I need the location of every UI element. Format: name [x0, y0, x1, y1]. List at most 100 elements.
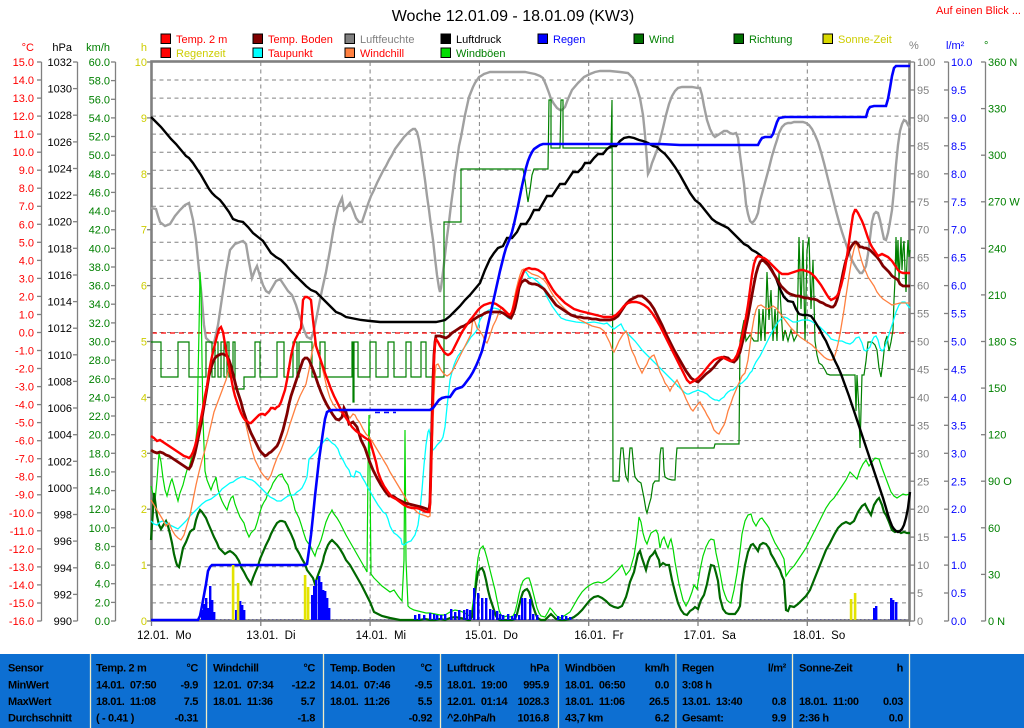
svg-text:6.0: 6.0	[95, 560, 110, 572]
svg-text:-12.0: -12.0	[9, 544, 34, 556]
svg-text:65: 65	[917, 253, 929, 265]
svg-text:12.0: 12.0	[89, 504, 110, 516]
svg-text:Sensor: Sensor	[8, 663, 44, 675]
svg-text:90 O: 90 O	[988, 476, 1012, 488]
svg-text:0.8: 0.8	[772, 696, 786, 708]
svg-text:28.0: 28.0	[89, 355, 110, 367]
svg-text:7.5: 7.5	[184, 696, 198, 708]
svg-text:75: 75	[917, 197, 929, 209]
svg-text:60: 60	[917, 281, 929, 293]
svg-text:10: 10	[917, 560, 929, 572]
svg-text:-6.0: -6.0	[15, 436, 34, 448]
svg-text:46.0: 46.0	[89, 187, 110, 199]
svg-text:12.01. 07:34: 12.01. 07:34	[213, 680, 275, 692]
svg-text:15.01. Do: 15.01. Do	[465, 630, 518, 642]
svg-text:6.0: 6.0	[951, 281, 966, 293]
svg-text:5: 5	[141, 337, 147, 349]
svg-text:18.01. 19:00: 18.01. 19:00	[447, 680, 508, 692]
svg-text:Temp. 2 m: Temp. 2 m	[96, 663, 147, 675]
svg-text:5: 5	[917, 588, 923, 600]
svg-text:9: 9	[141, 113, 147, 125]
svg-text:0.0: 0.0	[19, 327, 34, 339]
svg-text:-2.0: -2.0	[15, 364, 34, 376]
svg-text:56.0: 56.0	[89, 94, 110, 106]
svg-text:4.0: 4.0	[95, 579, 110, 591]
svg-text:10.0: 10.0	[951, 57, 972, 69]
svg-text:32.0: 32.0	[89, 318, 110, 330]
svg-text:34.0: 34.0	[89, 299, 110, 311]
svg-text:Sonne-Zeit: Sonne-Zeit	[799, 663, 853, 675]
svg-text:10.0: 10.0	[89, 523, 110, 535]
svg-text:-3.0: -3.0	[15, 382, 34, 394]
svg-text:MinWert: MinWert	[8, 680, 49, 692]
svg-text:0: 0	[917, 616, 923, 628]
svg-text:26.5: 26.5	[649, 696, 669, 708]
svg-text:14.01. Mi: 14.01. Mi	[356, 630, 407, 642]
svg-text:36.0: 36.0	[89, 281, 110, 293]
svg-text:1008: 1008	[48, 376, 72, 388]
svg-text:20: 20	[917, 504, 929, 516]
svg-text:2.5: 2.5	[951, 476, 966, 488]
svg-text:9.0: 9.0	[951, 113, 966, 125]
svg-text:-0.31: -0.31	[175, 713, 199, 725]
svg-text:4.5: 4.5	[951, 364, 966, 376]
svg-text:8: 8	[141, 169, 147, 181]
svg-text:60.0: 60.0	[89, 57, 110, 69]
svg-text:38.0: 38.0	[89, 262, 110, 274]
svg-text:15: 15	[917, 532, 929, 544]
svg-text:-14.0: -14.0	[9, 580, 34, 592]
svg-text:°C: °C	[22, 42, 34, 54]
svg-text:hPa: hPa	[52, 42, 72, 54]
svg-text:12.01. Mo: 12.01. Mo	[137, 630, 191, 642]
svg-text:40: 40	[917, 392, 929, 404]
svg-text:6.0: 6.0	[19, 219, 34, 231]
svg-text:2.0: 2.0	[951, 504, 966, 516]
svg-text:km/h: km/h	[645, 663, 670, 675]
svg-text:°: °	[984, 40, 988, 52]
svg-text:Auf einen Blick ...: Auf einen Blick ...	[936, 5, 1021, 17]
svg-text:50.0: 50.0	[89, 150, 110, 162]
svg-text:-15.0: -15.0	[9, 598, 34, 610]
svg-text:( - 0.41 ): ( - 0.41 )	[96, 713, 135, 725]
svg-text:7.0: 7.0	[951, 225, 966, 237]
svg-text:14.01. 07:50: 14.01. 07:50	[96, 680, 157, 692]
svg-text:55: 55	[917, 309, 929, 321]
svg-text:2:36 h: 2:36 h	[799, 713, 829, 725]
svg-text:10.0: 10.0	[13, 147, 34, 159]
svg-text:2.0: 2.0	[19, 291, 34, 303]
svg-text:0.0: 0.0	[889, 713, 903, 725]
svg-text:km/h: km/h	[86, 42, 110, 54]
svg-text:-13.0: -13.0	[9, 562, 34, 574]
svg-text:-9.9: -9.9	[180, 680, 198, 692]
svg-text:3:08 h: 3:08 h	[682, 680, 712, 692]
svg-text:Taupunkt: Taupunkt	[268, 48, 313, 60]
svg-text:1006: 1006	[48, 403, 72, 415]
svg-text:43,7 km: 43,7 km	[565, 713, 603, 725]
svg-text:-5.0: -5.0	[15, 418, 34, 430]
svg-text:100: 100	[917, 57, 935, 69]
svg-text:Regenzeit: Regenzeit	[176, 48, 226, 60]
svg-text:270 W: 270 W	[988, 197, 1020, 209]
svg-text:44.0: 44.0	[89, 206, 110, 218]
svg-text:7.0: 7.0	[19, 201, 34, 213]
svg-text:h: h	[141, 42, 147, 54]
svg-text:9.5: 9.5	[951, 85, 966, 97]
svg-text:95: 95	[917, 85, 929, 97]
svg-text:240: 240	[988, 243, 1006, 255]
svg-text:0 N: 0 N	[988, 616, 1005, 628]
svg-text:Windböen: Windböen	[565, 663, 616, 675]
svg-text:l/m²: l/m²	[946, 40, 965, 52]
svg-text:Regen: Regen	[553, 34, 585, 46]
svg-text:Windchill: Windchill	[213, 663, 259, 675]
svg-text:0.0: 0.0	[655, 680, 669, 692]
svg-text:Temp. 2 m: Temp. 2 m	[176, 34, 227, 46]
svg-text:1014: 1014	[48, 297, 72, 309]
svg-text:Windböen: Windböen	[456, 48, 506, 60]
svg-text:5.7: 5.7	[301, 696, 315, 708]
svg-text:18.01. 11:36: 18.01. 11:36	[213, 696, 273, 708]
svg-text:16.0: 16.0	[89, 467, 110, 479]
svg-text:1004: 1004	[48, 430, 72, 442]
svg-text:Wind: Wind	[649, 34, 674, 46]
svg-text:18.0: 18.0	[89, 448, 110, 460]
svg-text:Gesamt:: Gesamt:	[682, 713, 724, 725]
